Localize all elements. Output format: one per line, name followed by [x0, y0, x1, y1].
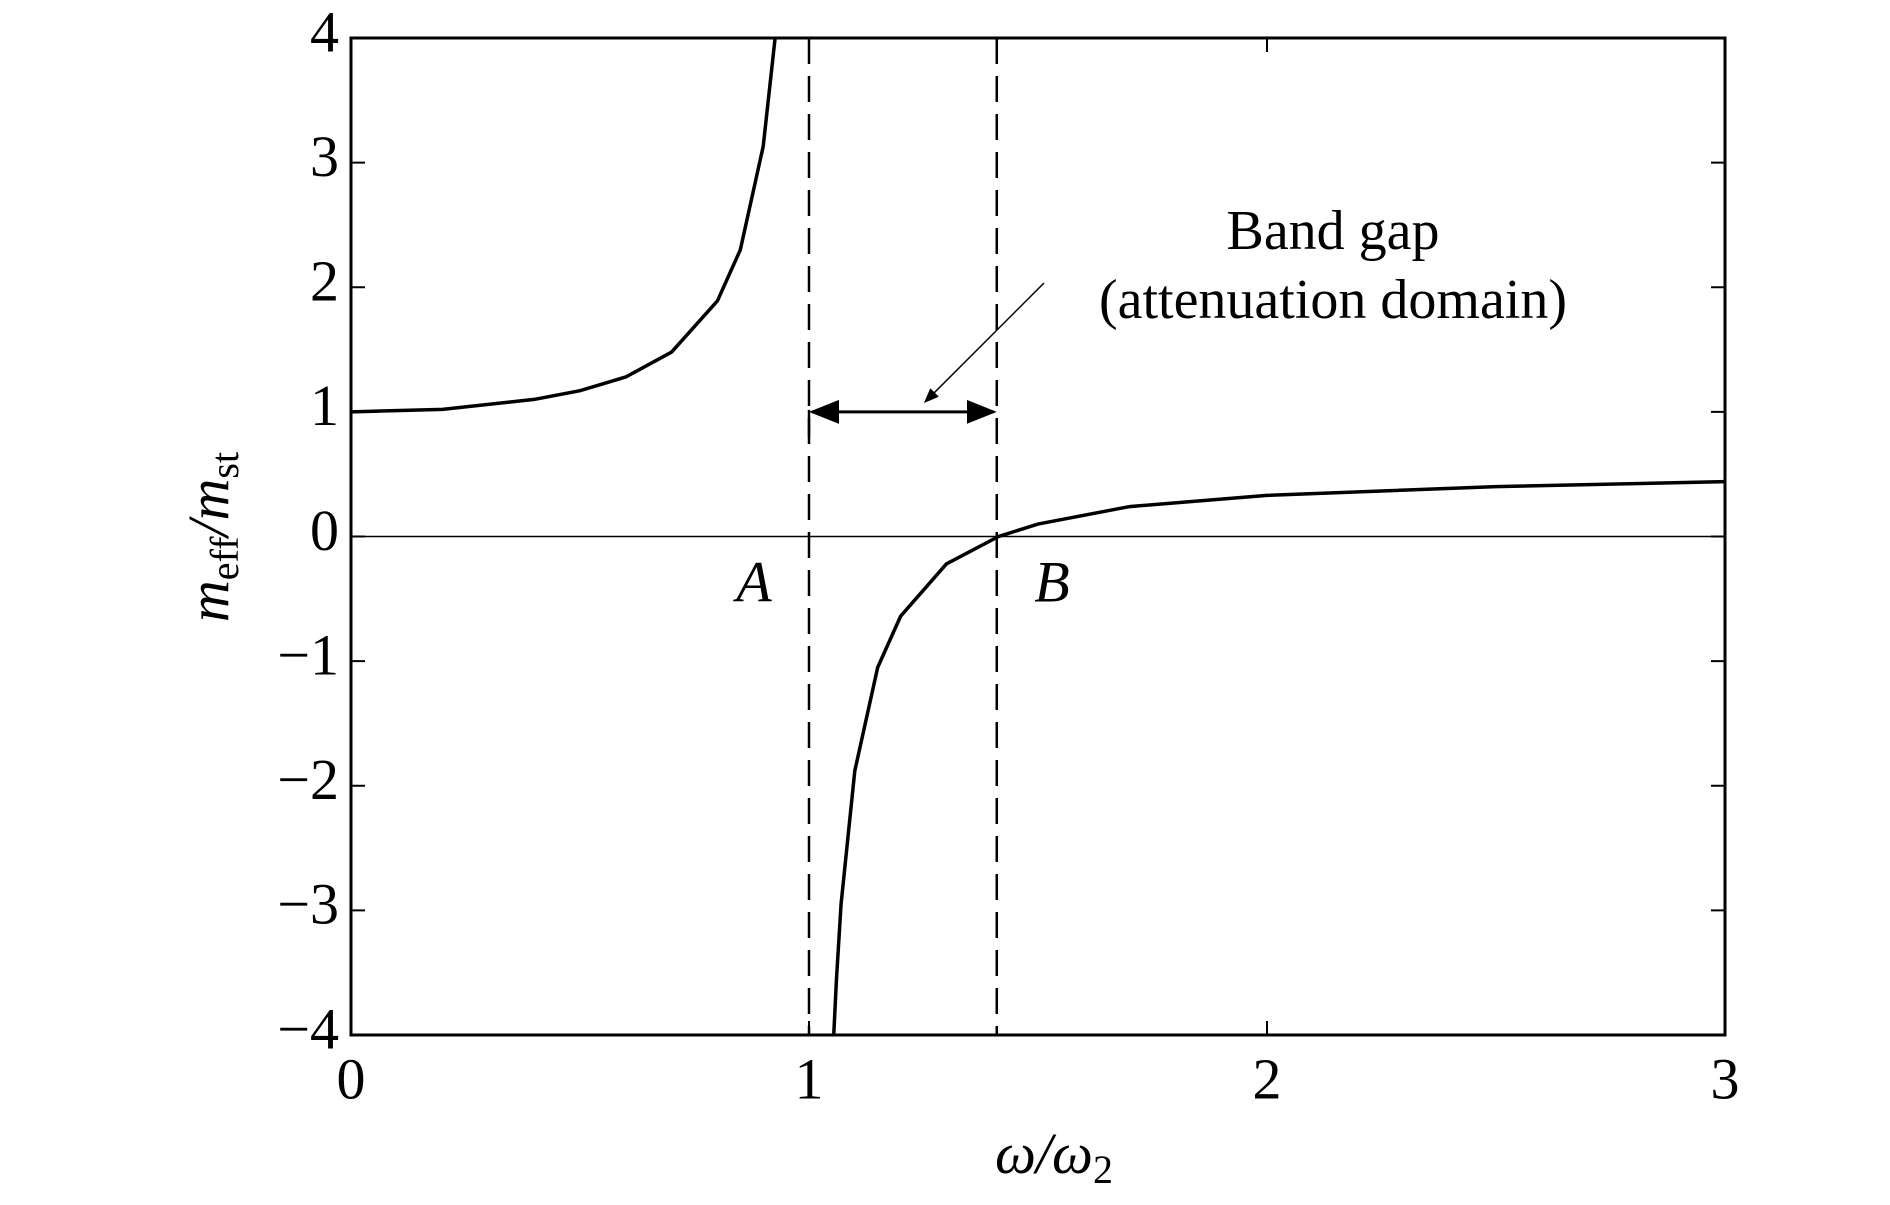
y-label-main: /m [176, 479, 241, 540]
y-tick-label: 0 [310, 498, 339, 563]
y-tick-label: 4 [310, 0, 339, 64]
point-label: A [732, 549, 772, 614]
x-axis-label: ω/ω2 [995, 1121, 1113, 1192]
y-label-main: m [176, 580, 241, 622]
y-tick-label: 1 [310, 373, 339, 438]
annotation: (attenuation domain) [1099, 269, 1567, 331]
x-label-main: ω/ω [995, 1121, 1093, 1186]
point-label: B [1034, 549, 1069, 614]
curve [350, 37, 1726, 1036]
x-tick-label: 3 [1711, 1046, 1740, 1111]
y-tick-label: −1 [277, 622, 339, 687]
y-tick-label: −2 [277, 747, 339, 812]
y-tick-label: −4 [277, 996, 339, 1061]
y-tick-label: −3 [277, 872, 339, 937]
y-axis-label: meff/mst [176, 452, 247, 622]
leader-line [923, 282, 1045, 404]
plot-frame [349, 36, 1727, 1037]
y-tick-label: 2 [310, 249, 339, 314]
x-tick-label: 0 [337, 1046, 366, 1111]
y-tick-label: 3 [310, 124, 339, 189]
x-tick-label: 1 [795, 1046, 824, 1111]
annotation: Band gap [1226, 200, 1439, 262]
y-label-sub: st [202, 452, 247, 479]
x-label-sub: 2 [1093, 1147, 1113, 1192]
y-label-sub: eff [202, 536, 247, 580]
x-tick-label: 2 [1253, 1046, 1282, 1111]
